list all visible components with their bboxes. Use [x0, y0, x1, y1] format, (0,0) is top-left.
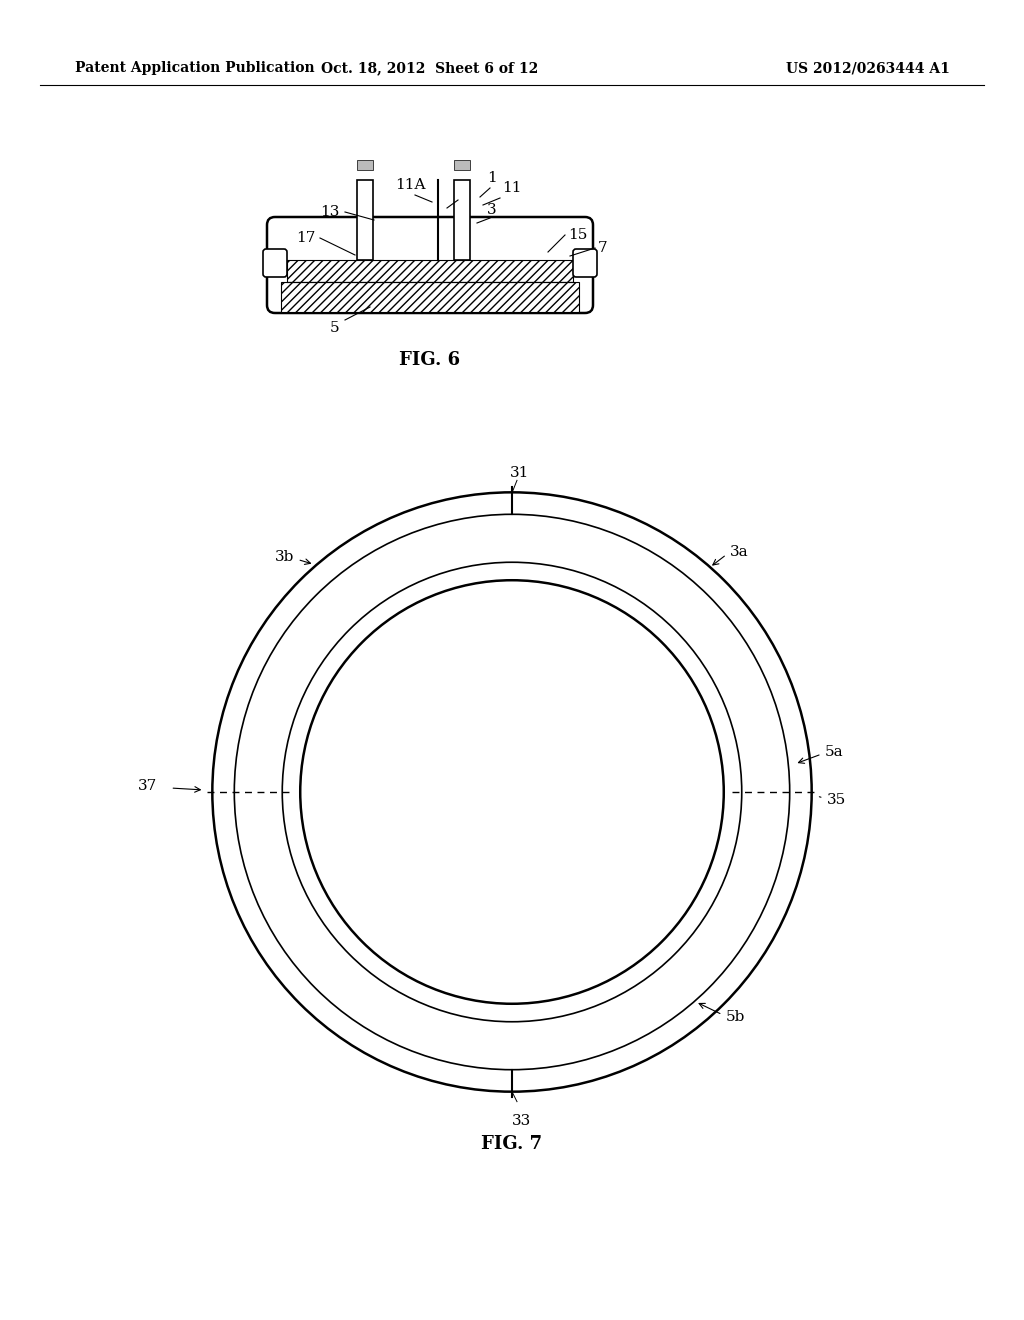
Text: Patent Application Publication: Patent Application Publication	[75, 61, 314, 75]
Text: 37: 37	[138, 779, 158, 793]
Text: 11A: 11A	[394, 178, 425, 191]
Bar	[454, 180, 470, 260]
Text: Oct. 18, 2012  Sheet 6 of 12: Oct. 18, 2012 Sheet 6 of 12	[322, 61, 539, 75]
FancyBboxPatch shape	[263, 249, 287, 277]
Bar	[454, 160, 470, 170]
Text: FIG. 6: FIG. 6	[399, 351, 461, 370]
Text: 35: 35	[826, 793, 846, 807]
Text: 31: 31	[510, 466, 529, 480]
Bar	[281, 282, 579, 312]
Text: 3a: 3a	[730, 545, 749, 560]
Text: 15: 15	[568, 228, 588, 242]
Text: US 2012/0263444 A1: US 2012/0263444 A1	[786, 61, 950, 75]
Text: 33: 33	[512, 1114, 531, 1127]
Text: 13: 13	[321, 205, 340, 219]
Text: 5a: 5a	[824, 744, 844, 759]
FancyBboxPatch shape	[573, 249, 597, 277]
FancyBboxPatch shape	[267, 216, 593, 313]
Text: 3: 3	[487, 203, 497, 216]
Text: 7: 7	[598, 242, 607, 255]
Bar	[287, 260, 573, 282]
Text: 11: 11	[502, 181, 521, 195]
Bar	[357, 180, 373, 260]
Bar	[357, 160, 373, 170]
Text: 5: 5	[330, 321, 340, 335]
Text: 5b: 5b	[725, 1010, 744, 1024]
Text: 3b: 3b	[275, 550, 294, 565]
Text: FIG. 7: FIG. 7	[481, 1135, 543, 1152]
Text: 9: 9	[455, 183, 465, 197]
Text: 1: 1	[487, 172, 497, 185]
Text: 17: 17	[296, 231, 315, 246]
